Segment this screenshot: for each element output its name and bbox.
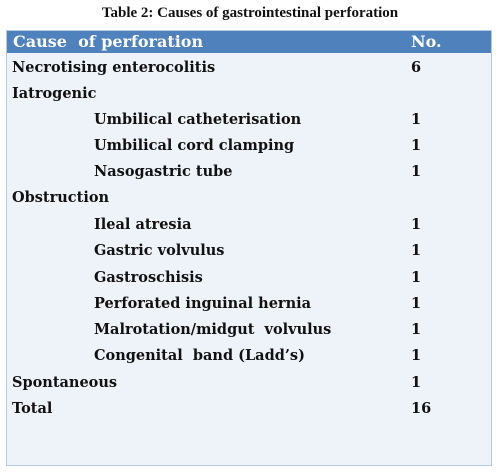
row-cause: Gastric volvulus (94, 242, 225, 259)
table-row-umbilical-catheterisation: Umbilical catheterisation 1 (7, 109, 491, 135)
row-cause: Congenital band (Ladd’s) (94, 347, 305, 364)
row-cause: Total (12, 400, 53, 417)
table-row-umbilical-cord-clamping: Umbilical cord clamping 1 (7, 135, 491, 161)
table-row-ileal-atresia: Ileal atresia 1 (7, 214, 491, 240)
row-cause: Umbilical catheterisation (94, 111, 302, 128)
row-count: 1 (411, 295, 422, 312)
perforation-causes-table: Cause of perforation No. Necrotising ent… (6, 30, 492, 466)
table-caption: Table 2: Causes of gastrointestinal perf… (101, 5, 399, 21)
row-cause: Ileal atresia (94, 216, 192, 233)
header-no: No. (411, 32, 442, 51)
row-cause: Spontaneous (12, 374, 118, 391)
row-count: 1 (411, 242, 422, 259)
row-count: 1 (411, 321, 422, 338)
table-row-necrotising-enterocolitis: Necrotising enterocolitis 6 (7, 57, 491, 83)
row-count: 1 (411, 163, 422, 180)
table-row-total: Total 16 (7, 398, 491, 424)
table-row-gastroschisis: Gastroschisis 1 (7, 267, 491, 293)
row-cause: Obstruction (12, 189, 110, 206)
row-count: 1 (411, 347, 422, 364)
row-count: 1 (411, 216, 422, 233)
table-header-row: Cause of perforation No. (7, 31, 491, 53)
row-cause: Umbilical cord clamping (94, 137, 295, 154)
row-cause: Gastroschisis (94, 269, 203, 286)
table-row-gastric-volvulus: Gastric volvulus 1 (7, 240, 491, 266)
row-count: 1 (411, 137, 422, 154)
row-cause: Perforated inguinal hernia (94, 295, 312, 312)
row-cause: Nasogastric tube (94, 163, 233, 180)
row-count: 1 (411, 269, 422, 286)
table-row-spontaneous: Spontaneous 1 (7, 372, 491, 398)
row-count: 16 (411, 400, 432, 417)
table-row-congenital-band: Congenital band (Ladd’s) 1 (7, 345, 491, 371)
table-row-nasogastric-tube: Nasogastric tube 1 (7, 161, 491, 187)
table-row-malrotation-midgut-volvulus: Malrotation/midgut volvulus 1 (7, 319, 491, 345)
header-cause: Cause of perforation (13, 32, 204, 51)
row-cause: Iatrogenic (12, 85, 97, 102)
table-row-perforated-inguinal-hernia: Perforated inguinal hernia 1 (7, 293, 491, 319)
row-count: 6 (411, 59, 422, 76)
table-row-iatrogenic: Iatrogenic (7, 83, 491, 109)
table-row-obstruction: Obstruction (7, 187, 491, 213)
row-count: 1 (411, 111, 422, 128)
row-cause: Necrotising enterocolitis (12, 59, 216, 76)
row-cause: Malrotation/midgut volvulus (94, 321, 332, 338)
row-count: 1 (411, 374, 422, 391)
